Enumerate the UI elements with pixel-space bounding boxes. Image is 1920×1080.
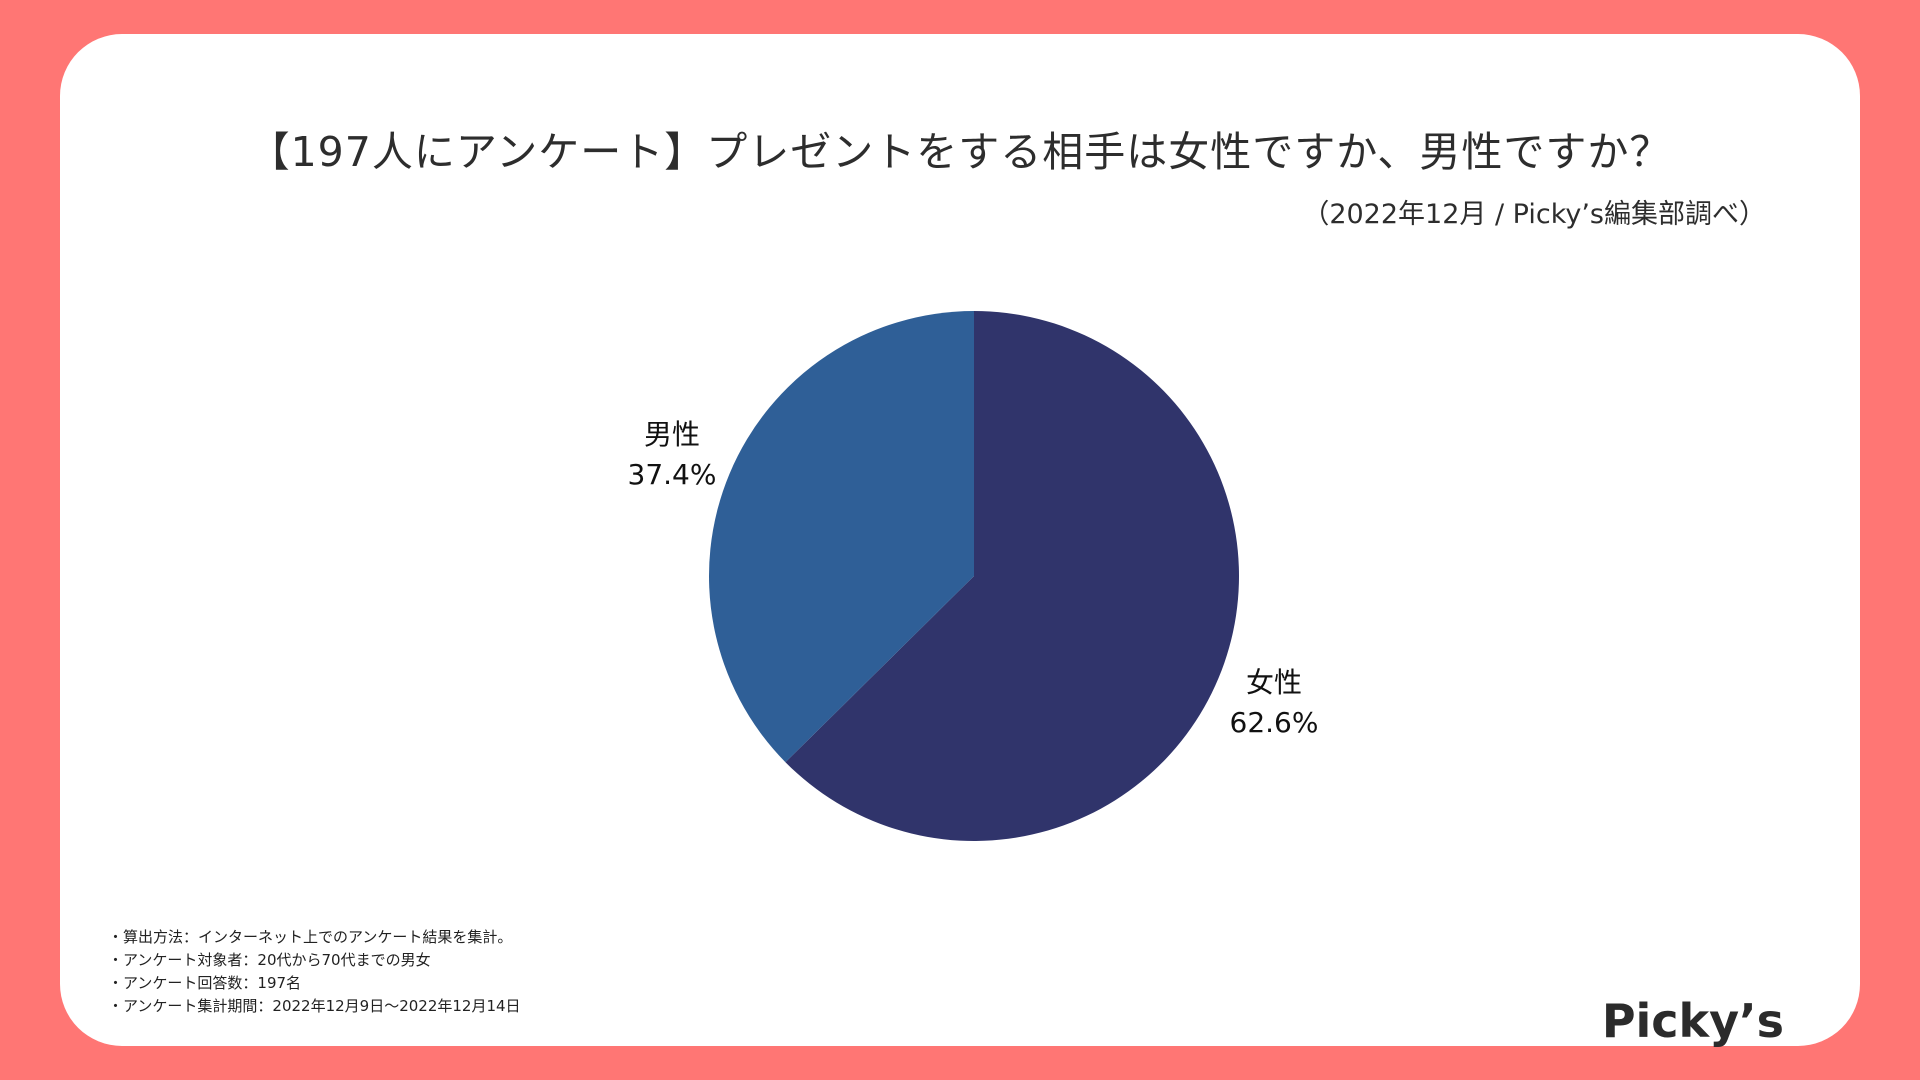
pie-slice-0	[785, 311, 1240, 841]
slice-label-0: 女性	[1246, 666, 1302, 699]
pie-slice-1	[709, 311, 974, 763]
slice-value-0: 62.6%	[1230, 706, 1319, 739]
source-note: （2022年12月 / Picky’s編集部調べ）	[1302, 199, 1766, 230]
pie-chart: 女性 62.6% 男性 37.4%	[628, 311, 1319, 841]
note-method: ・算出方法：インターネット上でのアンケート結果を集計。	[108, 928, 513, 946]
survey-card: 【197人にアンケート】プレゼントをする相手は女性ですか、男性ですか？ （202…	[60, 34, 1860, 1048]
note-target: ・アンケート対象者：20代から70代までの男女	[108, 951, 431, 969]
survey-notes: ・算出方法：インターネット上でのアンケート結果を集計。 ・アンケート対象者：20…	[108, 926, 521, 1018]
slice-label-1: 男性	[644, 418, 700, 451]
note-count: ・アンケート回答数：197名	[108, 974, 302, 992]
note-period: ・アンケート集計期間：2022年12月9日〜2022年12月14日	[108, 997, 521, 1015]
pickys-logo: Picky’s	[1601, 994, 1784, 1048]
chart-title: 【197人にアンケート】プレゼントをする相手は女性ですか、男性ですか？	[248, 128, 1672, 176]
slice-value-1: 37.4%	[628, 458, 717, 491]
